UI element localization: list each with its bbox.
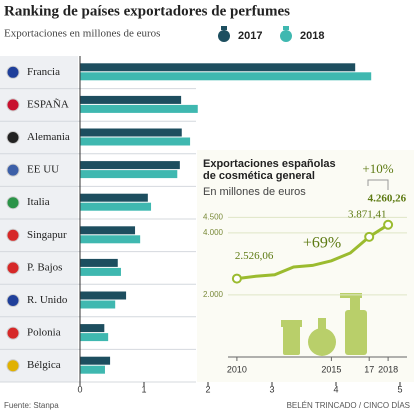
y-tick-label: EE UU: [27, 164, 59, 176]
sprayer: [340, 293, 362, 298]
bar: [80, 161, 180, 170]
flag: [6, 228, 20, 242]
y-tick-label: P. Bajos: [27, 261, 62, 273]
bars: [80, 63, 372, 374]
bar: [80, 202, 152, 211]
value-label: 2.526,06: [235, 250, 274, 262]
x-tick-label: 1: [141, 384, 146, 394]
bar: [80, 365, 105, 374]
flag: [6, 326, 20, 340]
y-tick-label: 4.000: [203, 228, 224, 237]
source: Fuente: Stanpa: [4, 401, 59, 410]
y-tick-label: Polonia: [27, 327, 61, 339]
arrow: [367, 179, 389, 190]
inset-chart: 2.000 4.000 4.500 2010 2015 17 2018 2.526,06 3.8…: [203, 161, 407, 374]
y-tick-label: ESPAÑA: [27, 98, 69, 110]
legend-label: 2018: [300, 30, 324, 42]
legend: 2017 2018: [218, 26, 324, 42]
annotation: +69%: [303, 235, 341, 252]
legend-swatch-cap: [221, 26, 227, 30]
x-tick-label: 2015: [321, 364, 341, 374]
flag: [6, 196, 20, 210]
y-tick-label: R. Unido: [27, 294, 68, 306]
y-tick-label: Italia: [27, 196, 50, 208]
point: [231, 273, 242, 284]
bar: [80, 291, 127, 300]
legend-swatch-cap: [283, 26, 289, 30]
bar: [80, 235, 141, 244]
x-tick-label: 2010: [227, 364, 247, 374]
bar: [80, 63, 356, 72]
bottle-neck: [350, 295, 360, 311]
legend-swatch: [218, 30, 230, 42]
bar: [80, 193, 148, 202]
value-label: 3.871,41: [348, 208, 387, 220]
flag: [6, 131, 20, 144]
bottles: [281, 293, 367, 356]
flag: [6, 359, 20, 373]
rows: Francia ESPAÑA Alemania EE UU Italia Singapur…: [0, 65, 196, 383]
bar: [80, 333, 109, 342]
x-tick-label: 2: [205, 384, 210, 394]
inset-subtitle: En millones de euros: [203, 186, 306, 198]
legend-swatch: [280, 30, 292, 42]
bar: [80, 128, 182, 137]
bar: [80, 137, 191, 146]
chart-subtitle: Exportaciones en millones de euros: [4, 28, 160, 40]
x-tick-label: 0: [77, 384, 82, 394]
x-tick-label: 3: [269, 384, 274, 394]
x-tick-label: 2018: [378, 364, 398, 374]
point: [383, 219, 394, 230]
bottle-cap: [281, 320, 302, 327]
legend-label: 2017: [238, 30, 262, 42]
annotation: +10%: [362, 161, 393, 176]
flag: [6, 65, 20, 79]
x-tick-label: 5: [397, 384, 402, 394]
flag: [6, 163, 20, 177]
bottle-neck: [318, 318, 326, 330]
y-tick-label: Francia: [27, 66, 60, 78]
flag: [6, 261, 20, 275]
credit: BELÉN TRINCADO / CINCO DÍAS: [287, 401, 410, 410]
bar: [80, 104, 198, 113]
inset-title: Exportaciones españolas de cosmética gene…: [203, 158, 336, 182]
x-tick-label: 17: [364, 364, 374, 374]
bar: [80, 324, 105, 333]
y-tick-label: 2.000: [203, 290, 224, 299]
bar: [80, 300, 116, 309]
y-tick-label: Bélgica: [27, 359, 61, 371]
y-tick-label: Alemania: [27, 131, 70, 143]
flag: [6, 294, 20, 307]
x-tick-label: 4: [333, 384, 338, 394]
flag: [6, 98, 20, 112]
bar: [80, 95, 182, 104]
bar: [80, 226, 136, 235]
line: [236, 223, 389, 281]
bar: [80, 356, 111, 365]
bottle: [345, 310, 367, 355]
bar: [80, 72, 372, 81]
value-label: 4.260,26: [368, 192, 407, 204]
chart-title: Ranking de países exportadores de perfum…: [4, 3, 290, 19]
bar: [80, 170, 178, 179]
bottle: [283, 325, 300, 355]
x-axis: 0 1 2 3 4 5: [77, 56, 403, 394]
y-tick-label: 4.500: [203, 212, 224, 221]
bar: [80, 267, 121, 276]
point: [364, 231, 375, 242]
y-tick-label: Singapur: [27, 229, 67, 241]
bottle: [308, 328, 336, 356]
bar: [80, 258, 118, 267]
